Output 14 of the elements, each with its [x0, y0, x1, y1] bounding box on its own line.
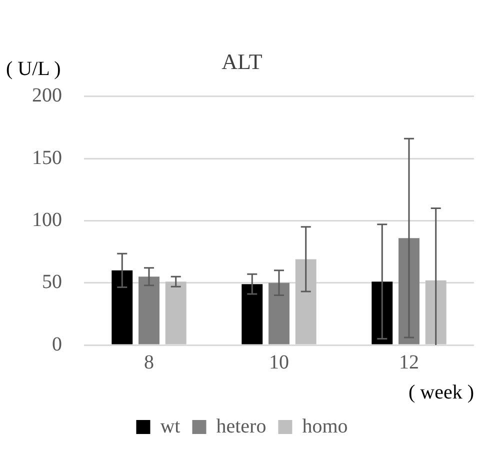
y-tick-label: 0: [52, 333, 62, 356]
x-axis-title: ( week ): [408, 381, 474, 404]
x-tick-label: 12: [399, 351, 419, 374]
y-tick-label: 50: [42, 271, 62, 294]
y-axis-title: ( U/L ): [6, 58, 61, 81]
x-tick-label: 8: [144, 351, 154, 374]
legend-label: wt: [160, 415, 181, 438]
x-tick-label: 10: [269, 351, 289, 374]
legend-label: hetero: [216, 415, 266, 438]
y-tick-label: 150: [32, 146, 62, 169]
chart-title: ALT: [222, 48, 263, 74]
legend-label: homo: [302, 415, 348, 438]
y-tick-label: 100: [32, 208, 62, 231]
y-tick-label: 200: [32, 84, 62, 107]
